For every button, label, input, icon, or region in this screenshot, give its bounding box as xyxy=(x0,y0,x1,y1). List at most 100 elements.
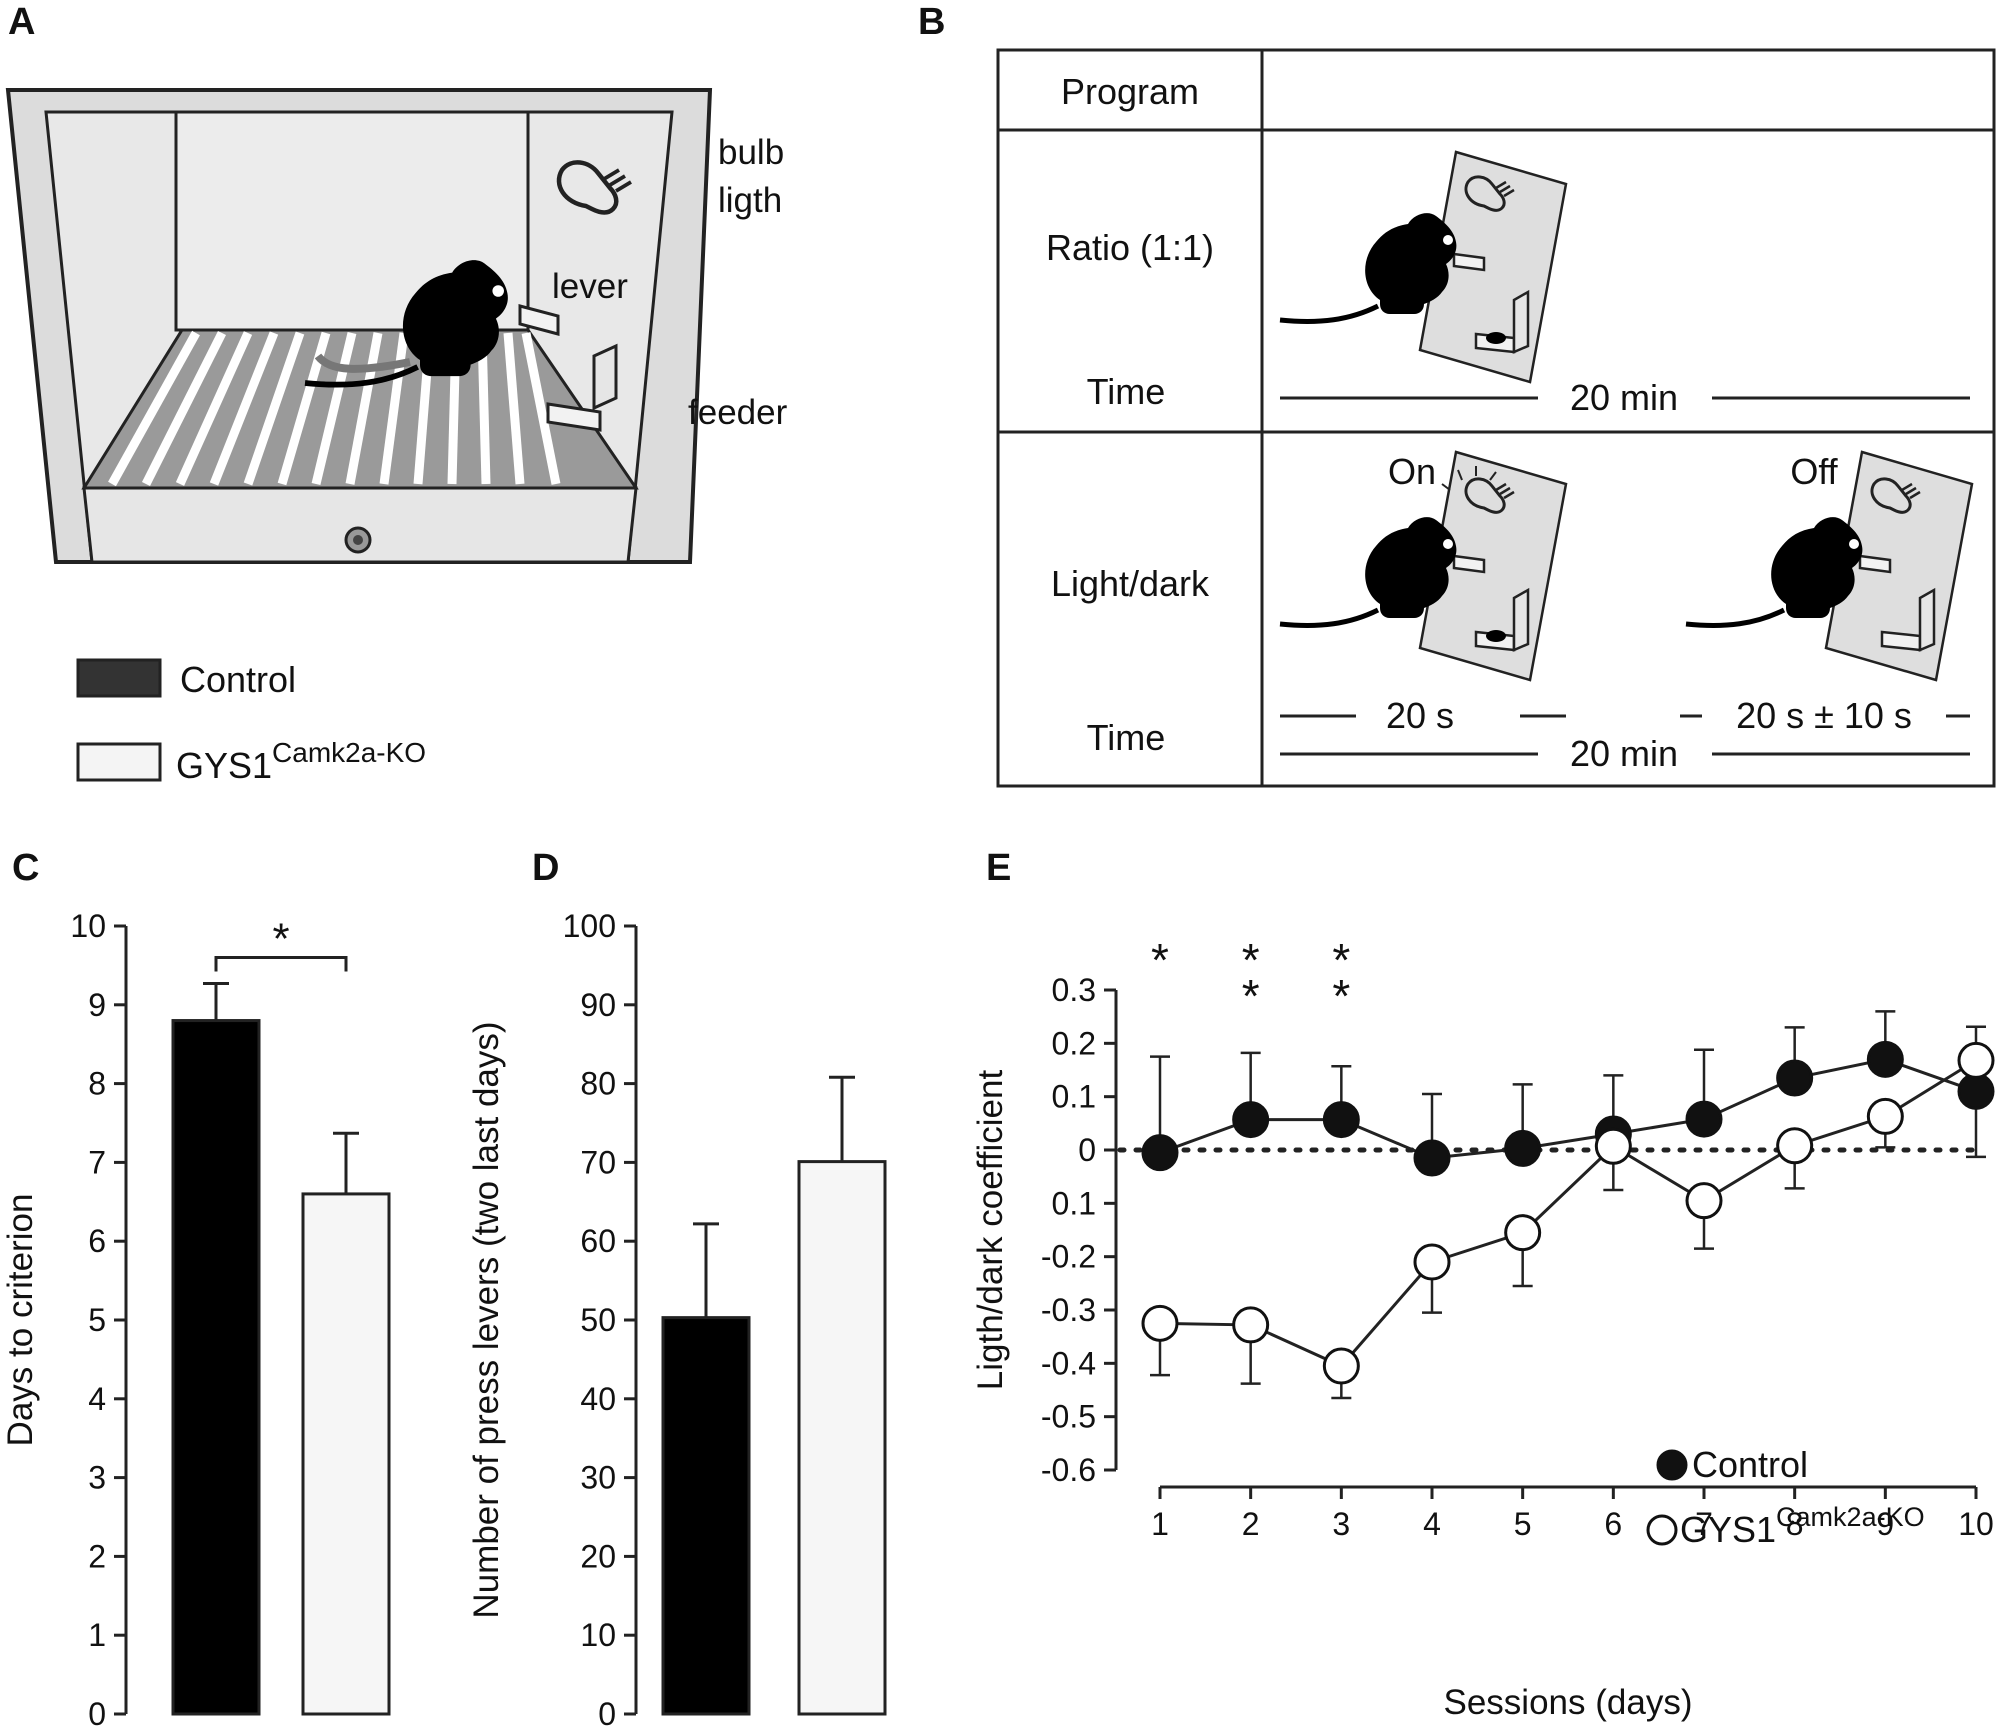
lightdark-row-label: Light/dark xyxy=(1051,563,1210,604)
legend-label-control: Control xyxy=(180,659,296,700)
y-tick-label: 8 xyxy=(88,1066,106,1102)
y-tick-label: 0 xyxy=(1078,1132,1096,1168)
legend-marker-ko xyxy=(1646,1514,1678,1546)
data-point-control xyxy=(1776,1059,1814,1097)
off-duration: 20 s ± 10 s xyxy=(1736,695,1912,736)
y-tick-label: -0.3 xyxy=(1041,1292,1096,1328)
legend-marker-control xyxy=(1656,1449,1688,1481)
data-point-ko xyxy=(1141,1304,1179,1342)
chart-light-dark-coefficient: -0.6 -0.5 -0.4 -0.3 -0.2 0.1 0 0.1 0.2 0.3 1 2 3 4 5 6 7… xyxy=(971,934,1995,1722)
significance-star: * xyxy=(1151,934,1169,986)
y-tick-label: 0.1 xyxy=(1052,1079,1096,1115)
x-tick-label: 7 xyxy=(1695,1506,1713,1542)
data-point-ko xyxy=(1594,1127,1632,1165)
y-tick-label: 10 xyxy=(70,908,106,944)
data-point-control xyxy=(1322,1101,1360,1139)
data-point-ko xyxy=(1413,1243,1451,1281)
data-point-ko xyxy=(1504,1214,1542,1252)
y-tick-label: 60 xyxy=(580,1223,616,1259)
data-point-ko xyxy=(1322,1347,1360,1385)
series-line-ko xyxy=(1159,1059,1977,1368)
y-tick-label: 20 xyxy=(580,1538,616,1574)
light-off-illustration xyxy=(1686,450,1974,682)
off-label: Off xyxy=(1790,451,1838,492)
y-axis-title: Number of press levers (two last days) xyxy=(467,1021,506,1618)
y-tick-label: 0.3 xyxy=(1052,972,1096,1008)
x-tick-label: 3 xyxy=(1332,1506,1350,1542)
y-tick-label: 7 xyxy=(88,1144,106,1180)
y-tick-label: 40 xyxy=(580,1381,616,1417)
data-point-ko xyxy=(1957,1041,1995,1079)
significance-star: * xyxy=(1332,934,1350,986)
y-tick-label: 5 xyxy=(88,1302,106,1338)
bar-control xyxy=(661,1316,751,1716)
light-label: ligth xyxy=(718,181,782,220)
on-label: On xyxy=(1388,451,1436,492)
panel-label-a: A xyxy=(8,1,35,43)
chart-days-to-criterion: 0 1 2 3 4 5 6 7 8 9 10 Days to criterion * xyxy=(1,908,391,1728)
significance-star: * xyxy=(1332,970,1350,1022)
y-tick-label: 50 xyxy=(580,1302,616,1338)
data-point-ko xyxy=(1232,1306,1270,1344)
group-legend: Control GYS1Camk2a-KO xyxy=(76,658,426,786)
lever-label: lever xyxy=(552,267,628,306)
y-tick-label: 4 xyxy=(88,1381,106,1417)
significance-star: * xyxy=(1242,934,1260,986)
significance-marker: * xyxy=(272,915,289,964)
bar-ko xyxy=(797,1160,887,1716)
y-tick-label: -0.4 xyxy=(1041,1345,1096,1381)
legend-swatch-ko xyxy=(76,742,162,782)
ratio-time-label: Time xyxy=(1087,371,1166,412)
x-tick-label: 8 xyxy=(1786,1506,1804,1542)
legend-label-ko: GYS1Camk2a-KO xyxy=(1680,1502,1925,1550)
bulb-label: bulb xyxy=(718,133,784,172)
y-axis-title: Days to criterion xyxy=(1,1194,40,1447)
ratio-illustration xyxy=(1280,150,1568,384)
y-tick-label: 0.2 xyxy=(1052,1025,1096,1061)
program-header: Program xyxy=(1061,71,1199,112)
panel-label-c: C xyxy=(12,847,39,889)
legend-label-ko: GYS1Camk2a-KO xyxy=(176,737,426,786)
feeder-label: feeder xyxy=(688,393,788,432)
y-tick-label: -0.2 xyxy=(1041,1239,1096,1275)
y-tick-label: 10 xyxy=(580,1617,616,1653)
y-tick-label: 80 xyxy=(580,1066,616,1102)
significance-bracket xyxy=(214,956,348,972)
y-tick-label: 70 xyxy=(580,1144,616,1180)
series-line-control xyxy=(1159,1057,1977,1160)
bar-ko xyxy=(301,1192,391,1716)
protocol-table xyxy=(996,48,1996,788)
y-axis-title: Ligth/dark coefficient xyxy=(971,1070,1010,1391)
x-tick-label: 1 xyxy=(1151,1506,1169,1542)
x-tick-label: 10 xyxy=(1958,1506,1994,1542)
data-point-control xyxy=(1504,1129,1542,1167)
y-tick-label: 1 xyxy=(88,1617,106,1653)
panel-label-b: B xyxy=(918,1,945,43)
legend-swatch-control xyxy=(76,658,162,698)
x-tick-label: 5 xyxy=(1514,1506,1532,1542)
y-tick-label: 6 xyxy=(88,1223,106,1259)
ratio-row-label: Ratio (1:1) xyxy=(1046,227,1214,268)
on-duration: 20 s xyxy=(1386,695,1454,736)
x-axis-title: Sessions (days) xyxy=(1444,1683,1693,1722)
data-point-control xyxy=(1957,1072,1995,1110)
y-tick-label: 9 xyxy=(88,987,106,1023)
y-tick-label: 0 xyxy=(88,1696,106,1728)
y-tick-label: 30 xyxy=(580,1460,616,1496)
y-tick-label: 0 xyxy=(598,1696,616,1728)
x-tick-label: 6 xyxy=(1604,1506,1622,1542)
x-tick-label: 9 xyxy=(1876,1506,1894,1542)
y-tick-label: 100 xyxy=(563,908,616,944)
panel-label-d: D xyxy=(532,847,559,889)
data-point-control xyxy=(1685,1100,1723,1138)
chart-press-levers: 0 10 20 30 40 50 60 70 80 90 100 Number of press le… xyxy=(467,908,887,1728)
data-point-ko xyxy=(1776,1127,1814,1165)
data-point-ko xyxy=(1866,1097,1904,1135)
ratio-duration: 20 min xyxy=(1570,377,1678,418)
lightdark-total-duration: 20 min xyxy=(1570,733,1678,774)
data-point-control xyxy=(1866,1040,1904,1078)
y-tick-label: 3 xyxy=(88,1460,106,1496)
data-point-ko xyxy=(1685,1182,1723,1220)
y-tick-label: 0.1 xyxy=(1052,1185,1096,1221)
